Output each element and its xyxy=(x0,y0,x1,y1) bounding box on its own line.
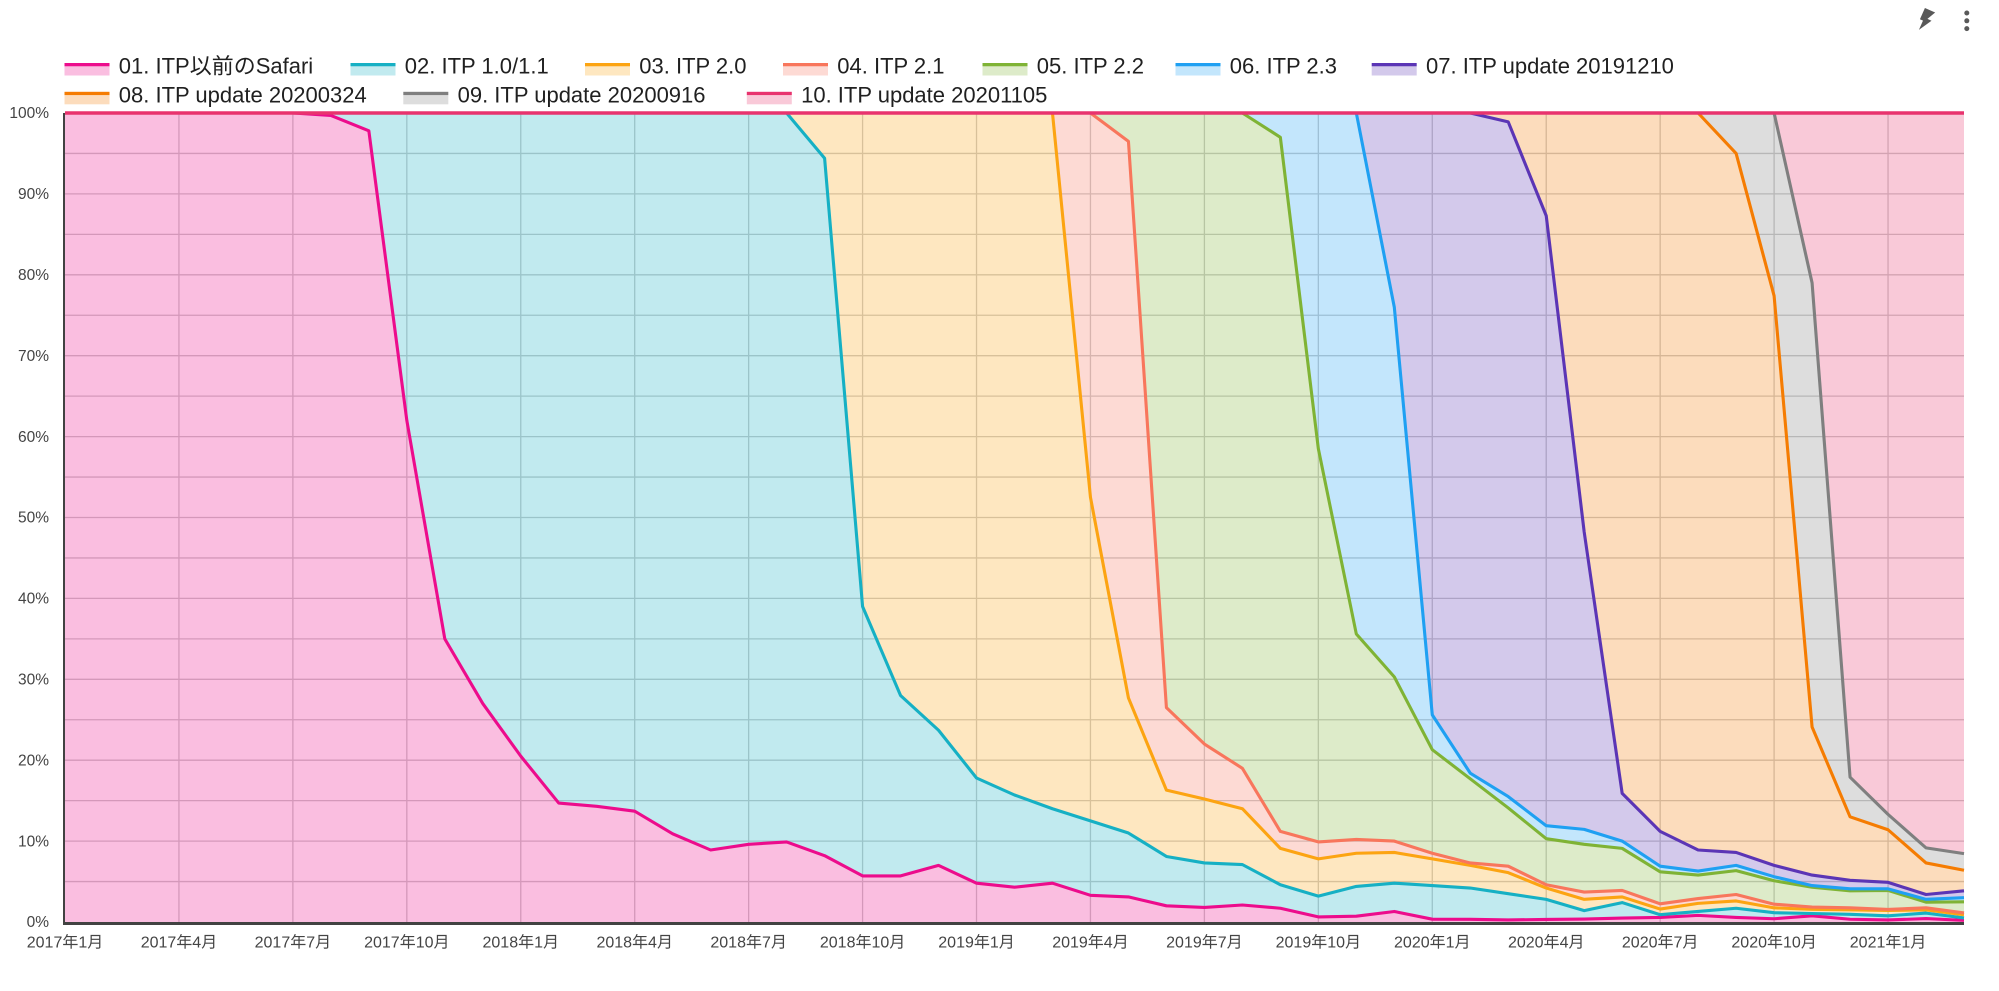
svg-text:1: 1 xyxy=(78,935,87,952)
svg-text:2017: 2017 xyxy=(141,935,177,952)
svg-text:1: 1 xyxy=(990,935,999,952)
svg-text:09. ITP update 20200916: 09. ITP update 20200916 xyxy=(458,82,706,107)
svg-text:1: 1 xyxy=(1446,935,1455,952)
svg-text:10%: 10% xyxy=(18,833,49,850)
svg-text:2019: 2019 xyxy=(1166,935,1202,952)
svg-text:0%: 0% xyxy=(27,914,50,931)
svg-text:7: 7 xyxy=(306,935,315,952)
svg-text:2020: 2020 xyxy=(1622,935,1658,952)
svg-text:2020: 2020 xyxy=(1731,935,1767,952)
svg-text:50%: 50% xyxy=(18,510,49,527)
svg-text:7: 7 xyxy=(1674,935,1683,952)
svg-text:90%: 90% xyxy=(18,186,49,203)
svg-text:60%: 60% xyxy=(18,429,49,446)
svg-text:2020: 2020 xyxy=(1394,935,1430,952)
svg-text:2018: 2018 xyxy=(710,935,746,952)
svg-text:02. ITP 1.0/1.1: 02. ITP 1.0/1.1 xyxy=(405,54,549,79)
svg-text:08. ITP update 20200324: 08. ITP update 20200324 xyxy=(119,82,367,107)
svg-text:80%: 80% xyxy=(18,267,49,284)
svg-text:4: 4 xyxy=(1560,935,1569,952)
svg-text:1: 1 xyxy=(534,935,543,952)
svg-text:2018: 2018 xyxy=(483,935,519,952)
svg-text:4: 4 xyxy=(192,935,201,952)
svg-text:2019: 2019 xyxy=(1052,935,1088,952)
svg-text:40%: 40% xyxy=(18,591,49,608)
svg-text:03. ITP 2.0: 03. ITP 2.0 xyxy=(639,54,746,79)
svg-text:10: 10 xyxy=(416,935,434,952)
svg-text:05. ITP 2.2: 05. ITP 2.2 xyxy=(1037,54,1144,79)
svg-text:06. ITP 2.3: 06. ITP 2.3 xyxy=(1230,54,1337,79)
svg-text:07. ITP update 20191210: 07. ITP update 20191210 xyxy=(1426,54,1674,79)
svg-text:30%: 30% xyxy=(18,672,49,689)
svg-text:100%: 100% xyxy=(9,105,49,122)
svg-text:2018: 2018 xyxy=(820,935,856,952)
svg-text:10: 10 xyxy=(1327,935,1345,952)
svg-text:4: 4 xyxy=(648,935,657,952)
svg-text:10: 10 xyxy=(1783,935,1801,952)
svg-text:2021: 2021 xyxy=(1850,935,1886,952)
svg-text:2019: 2019 xyxy=(938,935,974,952)
svg-text:10. ITP update 20201105: 10. ITP update 20201105 xyxy=(801,82,1047,107)
svg-text:20%: 20% xyxy=(18,752,49,769)
svg-text:7: 7 xyxy=(1218,935,1227,952)
svg-text:2018: 2018 xyxy=(596,935,632,952)
svg-text:4: 4 xyxy=(1104,935,1113,952)
svg-text:2017: 2017 xyxy=(364,935,400,952)
svg-text:2019: 2019 xyxy=(1276,935,1312,952)
svg-text:04. ITP 2.1: 04. ITP 2.1 xyxy=(837,54,944,79)
svg-text:70%: 70% xyxy=(18,348,49,365)
svg-text:2017: 2017 xyxy=(27,935,63,952)
svg-text:2017: 2017 xyxy=(255,935,291,952)
svg-text:7: 7 xyxy=(762,935,771,952)
svg-text:01. ITP: 01. ITP xyxy=(119,54,190,79)
svg-text:10: 10 xyxy=(871,935,889,952)
svg-text:1: 1 xyxy=(1901,935,1910,952)
svg-text:Safari: Safari xyxy=(256,54,313,79)
svg-text:2020: 2020 xyxy=(1508,935,1544,952)
